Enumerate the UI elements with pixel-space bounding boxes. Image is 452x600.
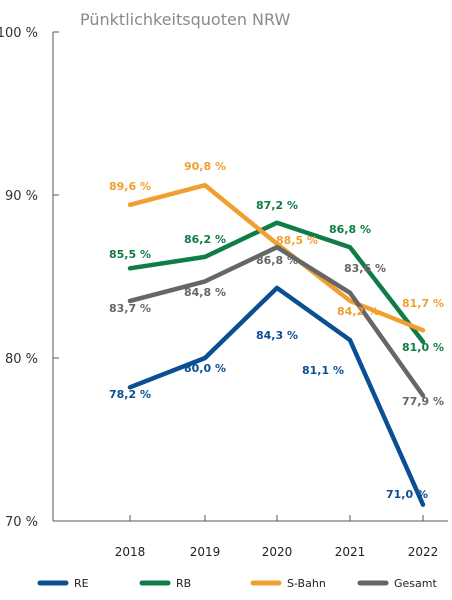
data-label: 86,2 %	[184, 233, 226, 246]
x-tick-label: 2019	[190, 545, 221, 559]
data-label: 77,9 %	[402, 395, 444, 408]
data-label: 83,7 %	[109, 302, 151, 315]
data-label: 87,2 %	[256, 199, 298, 212]
data-label: 80,0 %	[184, 362, 226, 375]
data-label: 90,8 %	[184, 160, 226, 173]
y-tick-label: 80 %	[5, 352, 38, 367]
data-label: 81,0 %	[402, 341, 444, 354]
data-label: 83,6 %	[344, 262, 386, 275]
legend-label: Gesamt	[394, 577, 437, 590]
data-labels: 78,2 % 80,0 % 84,3 % 81,1 % 71,0 % 85,5 % 86,2…	[109, 160, 444, 501]
legend: RE RB S-Bahn Gesamt	[37, 577, 437, 590]
data-label: 89,6 %	[109, 180, 151, 193]
x-tick-label: 2021	[335, 545, 366, 559]
data-label: 85,5 %	[109, 248, 151, 261]
series-line-re	[127, 285, 426, 507]
x-tick-label: 2018	[115, 545, 146, 559]
legend-label: RE	[74, 577, 89, 590]
chart-title: Pünktlichkeitsquoten NRW	[80, 10, 290, 29]
x-tick-label: 2022	[408, 545, 439, 559]
data-label: 71,0 %	[386, 488, 428, 501]
data-label: 84,8 %	[184, 286, 226, 299]
data-label: 81,7 %	[402, 297, 444, 310]
series-lines	[127, 182, 426, 507]
data-label: 86,8 %	[256, 254, 298, 267]
y-tick-label: 100 %	[0, 26, 38, 41]
data-label: 84,3 %	[256, 329, 298, 342]
data-label: 88,5 %	[276, 234, 318, 247]
data-label: 84,2 %	[337, 305, 379, 318]
x-tick-label: 2020	[262, 545, 293, 559]
legend-label: RB	[176, 577, 191, 590]
data-label: 86,8 %	[329, 223, 371, 236]
series-line-gesamt	[127, 244, 426, 398]
series-line-rb	[127, 220, 426, 344]
y-tick-label: 90 %	[5, 189, 38, 204]
y-tick-label: 70 %	[5, 515, 38, 530]
series-line-s-bahn	[127, 182, 426, 333]
axes: 100 % 90 % 80 % 70 % 2018 2019 2020 2021 2022	[0, 26, 448, 559]
data-label: 81,1 %	[302, 364, 344, 377]
data-label: 78,2 %	[109, 388, 151, 401]
legend-label: S-Bahn	[287, 577, 326, 590]
